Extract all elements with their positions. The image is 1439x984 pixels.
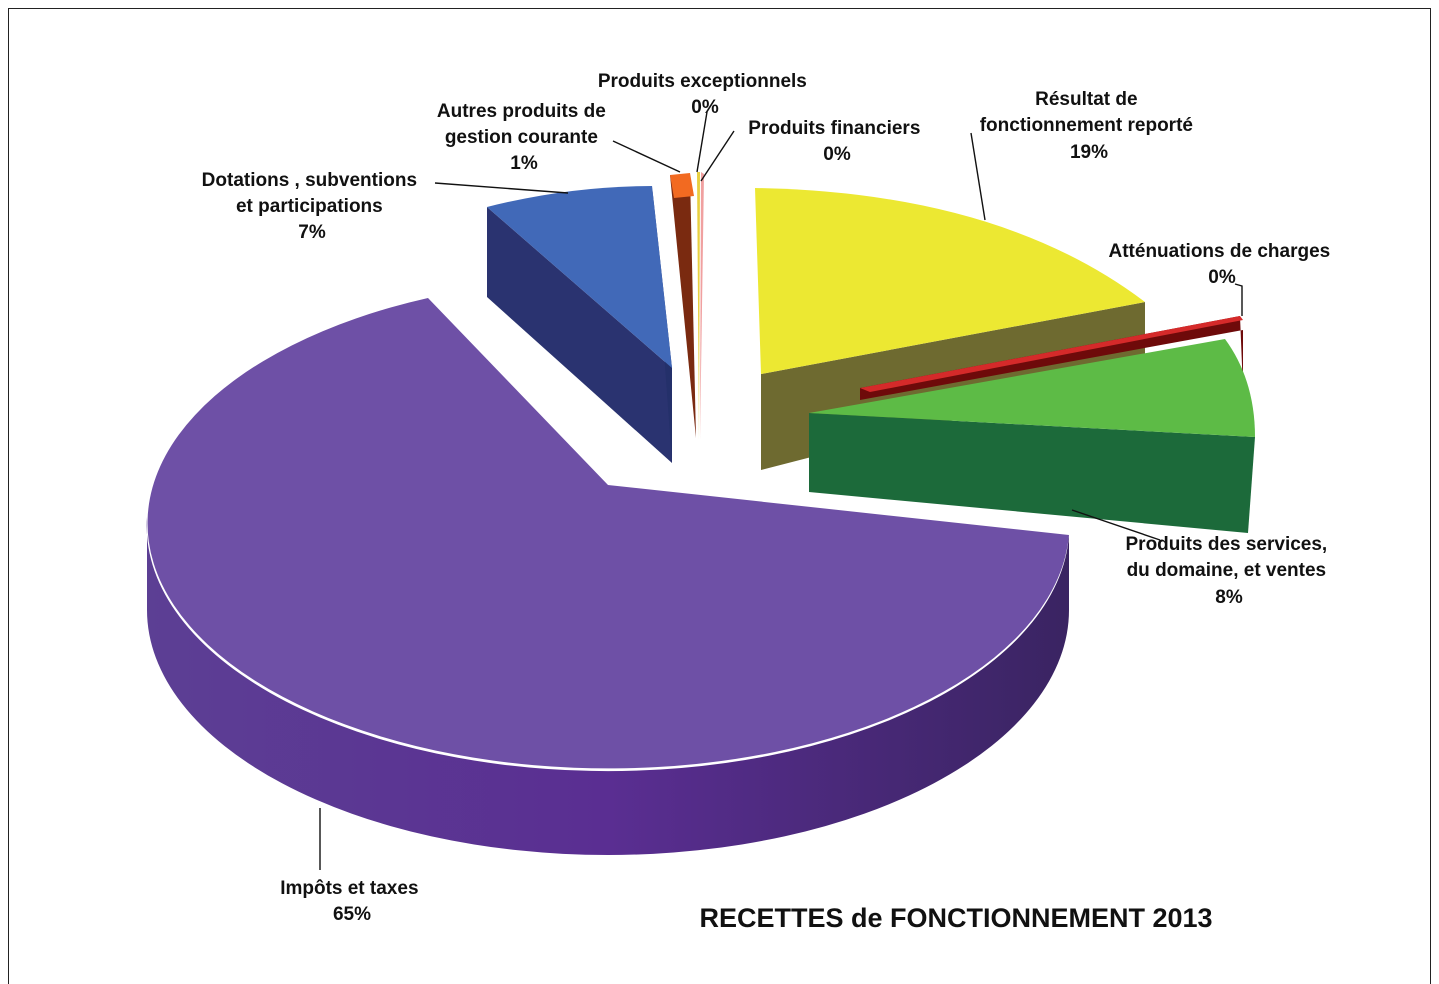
label-attenuations: Atténuations de charges 0%: [1109, 241, 1336, 288]
slice-dotations: [487, 186, 672, 463]
slice-autres: [670, 173, 696, 438]
label-autres: Autres produits de gestion courante 1%: [437, 101, 611, 174]
leader-exceptionnels: [696, 111, 708, 173]
leader-attenuations: [1234, 283, 1243, 316]
slice-financiers-top: [700, 172, 704, 440]
leader-dotations: [434, 182, 569, 194]
slice-services-top: [809, 339, 1255, 437]
slice-financiers: [700, 172, 704, 440]
slice-impots: [146, 298, 1070, 855]
leader-resultat: [970, 132, 986, 221]
slice-resultat-top: [755, 188, 1145, 374]
slice-dotations-side-outer: [487, 207, 672, 463]
slice-dotations-top: [487, 186, 672, 368]
slice-services: [809, 339, 1255, 533]
label-resultat: Résultat de fonctionnement reporté 19%: [980, 89, 1199, 163]
slice-impots-side: [146, 517, 1070, 855]
leader-autres: [612, 140, 681, 173]
slice-autres-top: [670, 173, 694, 198]
label-impots: Impôts et taxes 65%: [280, 878, 424, 925]
slice-attenuations-top: [860, 316, 1243, 392]
slice-exceptionnels: [697, 172, 700, 440]
slice-autres-side: [670, 175, 696, 438]
label-dotations: Dotations , subventions et participation…: [202, 170, 423, 243]
slice-services-side: [809, 413, 1255, 533]
slice-exceptionnels-top: [697, 172, 700, 440]
label-financiers: Produits financiers 0%: [748, 118, 925, 165]
slice-impots-top: [147, 298, 1070, 769]
chart-title: RECETTES de FONCTIONNEMENT 2013: [699, 903, 1212, 933]
slice-attenuations: [860, 316, 1243, 400]
label-services: Produits des services, du domaine, et ve…: [1126, 534, 1333, 608]
leader-services: [1071, 509, 1161, 541]
chart-frame: [8, 8, 1431, 984]
leader-financiers: [700, 130, 735, 182]
label-exceptionnels: Produits exceptionnels 0%: [598, 71, 812, 118]
